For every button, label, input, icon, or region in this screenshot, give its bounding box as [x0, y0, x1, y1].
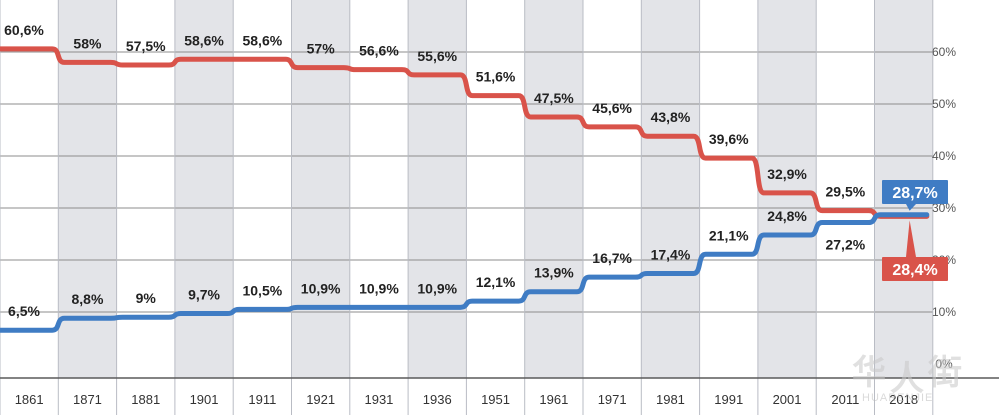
data-label: 60,6% [4, 22, 44, 38]
watermark-glyph: 华 [852, 354, 886, 392]
data-label: 58% [73, 35, 102, 51]
x-tick-label: 1871 [73, 392, 102, 407]
data-label: 9,7% [188, 287, 220, 303]
x-tick-label: 2011 [831, 392, 859, 407]
y-tick-label: 0% [935, 357, 953, 371]
data-label: 39,6% [709, 131, 749, 147]
data-label: 57,5% [126, 38, 166, 54]
y-axis: 0%10%20%30%40%50%60% [932, 45, 956, 371]
column-band [408, 0, 467, 378]
x-tick-label: 2001 [773, 392, 802, 407]
x-tick-label: 1971 [598, 392, 627, 407]
value-badge-label: 28,4% [892, 262, 937, 279]
data-label: 27,2% [825, 237, 865, 253]
data-label: 58,6% [242, 32, 282, 48]
data-label: 13,9% [534, 265, 574, 281]
x-tick-label: 1961 [539, 392, 568, 407]
data-label: 21,1% [709, 227, 749, 243]
column-band [0, 0, 59, 378]
column-band [583, 0, 642, 378]
gridlines [0, 0, 934, 415]
y-tick-label: 10% [932, 305, 956, 319]
column-band [466, 0, 525, 378]
y-tick-label: 40% [932, 149, 956, 163]
x-tick-label: 1981 [656, 392, 685, 407]
value-badge [882, 180, 948, 204]
x-tick-label: 1881 [131, 392, 160, 407]
value-badge-label: 28,7% [892, 185, 937, 202]
y-tick-label: 50% [932, 97, 956, 111]
column-band [58, 0, 117, 378]
data-label: 6,5% [8, 303, 40, 319]
data-label: 16,7% [592, 250, 632, 266]
data-label: 57% [307, 41, 336, 57]
data-label: 9% [136, 290, 157, 306]
data-label: 56,6% [359, 43, 399, 59]
x-axis: 1861 1871 1881 1901 1911 1921 1931 1936 1951 1961… [0, 377, 999, 407]
y-tick-label: 60% [932, 45, 956, 59]
value-badge-pointer [906, 220, 916, 257]
x-tick-label: 1931 [364, 392, 393, 407]
data-label: 24,8% [767, 208, 807, 224]
column-band [174, 0, 234, 378]
x-tick-label: 1921 [306, 392, 335, 407]
data-label: 8,8% [71, 291, 103, 307]
value-badge [882, 257, 948, 281]
data-label: 12,1% [476, 274, 516, 290]
final-value-badges: 28,7% 28,4% [882, 180, 948, 281]
column-band [291, 0, 350, 378]
x-tick-label: 1861 [15, 392, 44, 407]
column-band [816, 0, 875, 378]
data-labels: 60,6% 58% 57,5% 58,6% 58,6% 57% 56,6% 55,6% 51,6… [4, 22, 866, 319]
data-label: 10,5% [242, 282, 282, 298]
data-label: 10,9% [359, 280, 399, 296]
column-band [757, 0, 817, 378]
series-lines [0, 46, 930, 333]
watermark-glyph: 街 [928, 354, 962, 392]
y-tick-label: 30% [932, 201, 956, 215]
column-band [116, 0, 175, 378]
watermark-logo: 华 人 街 HUARENJIE [852, 356, 982, 406]
data-label: 58,6% [184, 32, 224, 48]
data-label: 29,5% [825, 184, 865, 200]
x-tick-label: 1901 [190, 392, 219, 407]
x-tick-label: 1991 [714, 392, 743, 407]
column-band [641, 0, 700, 378]
column-band [233, 0, 292, 378]
data-label: 47,5% [534, 90, 574, 106]
x-tick-label: 1951 [481, 392, 510, 407]
x-tick-label: 2018 [889, 392, 918, 407]
data-label: 10,9% [417, 280, 457, 296]
x-tick-label: 1911 [248, 392, 276, 407]
data-label: 43,8% [651, 109, 691, 125]
data-label: 55,6% [417, 48, 457, 64]
value-badge-pointer [906, 204, 916, 211]
series-line [0, 212, 930, 333]
data-label: 51,6% [476, 69, 516, 85]
column-band [349, 0, 409, 378]
watermark-subtext: HUARENJIE [862, 392, 934, 404]
column-band [699, 0, 758, 378]
data-label: 10,9% [301, 280, 341, 296]
series-line [0, 46, 930, 219]
watermark-glyph: 人 [890, 360, 924, 398]
data-label: 45,6% [592, 100, 632, 116]
column-band [524, 0, 583, 378]
data-label: 32,9% [767, 166, 807, 182]
x-tick-label: 1936 [423, 392, 452, 407]
data-label: 17,4% [651, 247, 691, 263]
